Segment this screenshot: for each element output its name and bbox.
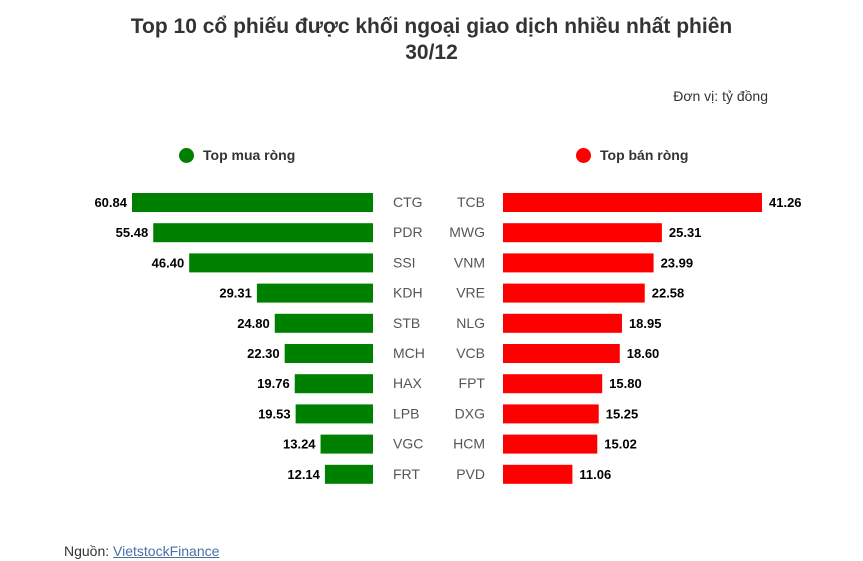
- legend-buy-dot-icon: [179, 147, 194, 163]
- legend-buy: Top mua ròng: [179, 147, 295, 163]
- sell-value-label: 18.60: [627, 346, 660, 361]
- sell-value-label: 23.99: [661, 255, 694, 270]
- sell-ticker-label: NLG: [456, 315, 485, 331]
- source-prefix: Nguồn:: [64, 543, 114, 559]
- buy-bar: [274, 313, 373, 333]
- buy-bar: [294, 374, 373, 394]
- sell-bar: [503, 344, 620, 363]
- buy-bar: [189, 253, 373, 273]
- buy-value-label: 29.31: [219, 286, 252, 301]
- sell-ticker-label: MWG: [449, 224, 485, 240]
- sell-value-label: 22.58: [652, 286, 685, 301]
- buy-value-label: 46.40: [152, 255, 185, 270]
- sell-ticker-label: PVD: [456, 466, 485, 482]
- buy-value-label: 24.80: [237, 316, 270, 331]
- buy-value-label: 19.76: [257, 376, 290, 391]
- sell-bar: [503, 253, 654, 273]
- title-line-1: Top 10 cổ phiếu được khối ngoại giao dịc…: [130, 15, 733, 38]
- source-note: Nguồn: VietstockFinance: [64, 543, 219, 559]
- buy-bar: [256, 283, 373, 303]
- sell-ticker-label: FPT: [459, 375, 486, 391]
- sell-value-label: 18.95: [629, 316, 662, 331]
- sell-bar: [503, 193, 762, 212]
- chart-title: Top 10 cổ phiếu được khối ngoại giao dịc…: [0, 14, 863, 66]
- buy-bar: [132, 193, 373, 212]
- buy-value-label: 22.30: [247, 346, 280, 361]
- sell-bar: [503, 404, 599, 424]
- legend-sell-label: Top bán ròng: [600, 147, 689, 163]
- buy-value-label: 60.84: [94, 195, 127, 210]
- buy-bar: [320, 434, 373, 454]
- buy-ticker-label: FRT: [393, 466, 420, 482]
- buy-bar: [153, 223, 373, 243]
- unit-label: Đơn vị: tỷ đồng: [673, 88, 768, 104]
- sell-bar: [503, 464, 573, 484]
- sell-value-label: 41.26: [769, 195, 802, 210]
- sell-bar: [503, 374, 603, 394]
- buy-value-label: 13.24: [283, 437, 316, 452]
- buy-value-label: 19.53: [258, 406, 291, 421]
- buy-bar: [284, 344, 373, 363]
- legend-sell-dot-icon: [576, 147, 591, 163]
- buy-ticker-label: STB: [393, 315, 420, 331]
- sell-bar: [503, 283, 645, 303]
- buy-ticker-label: HAX: [393, 375, 422, 391]
- buy-ticker-label: LPB: [393, 405, 419, 421]
- sell-ticker-label: VNM: [454, 254, 485, 270]
- buy-bar: [295, 404, 373, 424]
- sell-ticker-label: VCB: [456, 345, 485, 361]
- sell-value-label: 11.06: [579, 467, 611, 482]
- buy-bar: [324, 464, 373, 484]
- buy-ticker-label: VGC: [393, 436, 423, 452]
- sell-value-label: 15.25: [606, 406, 639, 421]
- legend-buy-label: Top mua ròng: [203, 147, 296, 163]
- sell-bar: [503, 313, 622, 333]
- legend-sell: Top bán ròng: [576, 147, 688, 163]
- source-link[interactable]: VietstockFinance: [113, 543, 220, 559]
- sell-bar: [503, 434, 598, 454]
- buy-ticker-label: PDR: [393, 224, 423, 240]
- sell-ticker-label: DXG: [455, 405, 485, 421]
- sell-value-label: 15.80: [609, 376, 642, 391]
- buy-value-label: 12.14: [287, 467, 320, 482]
- buy-ticker-label: CTG: [393, 194, 423, 210]
- sell-value-label: 25.31: [669, 225, 702, 240]
- sell-bar: [503, 223, 662, 243]
- sell-ticker-label: VRE: [456, 285, 485, 301]
- buy-ticker-label: MCH: [393, 345, 425, 361]
- sell-ticker-label: TCB: [457, 194, 485, 210]
- buy-ticker-label: SSI: [393, 254, 416, 270]
- title-line-2: 30/12: [405, 41, 458, 64]
- buy-ticker-label: KDH: [393, 285, 423, 301]
- sell-value-label: 15.02: [604, 437, 637, 452]
- buy-value-label: 55.48: [116, 225, 149, 240]
- sell-ticker-label: HCM: [453, 436, 485, 452]
